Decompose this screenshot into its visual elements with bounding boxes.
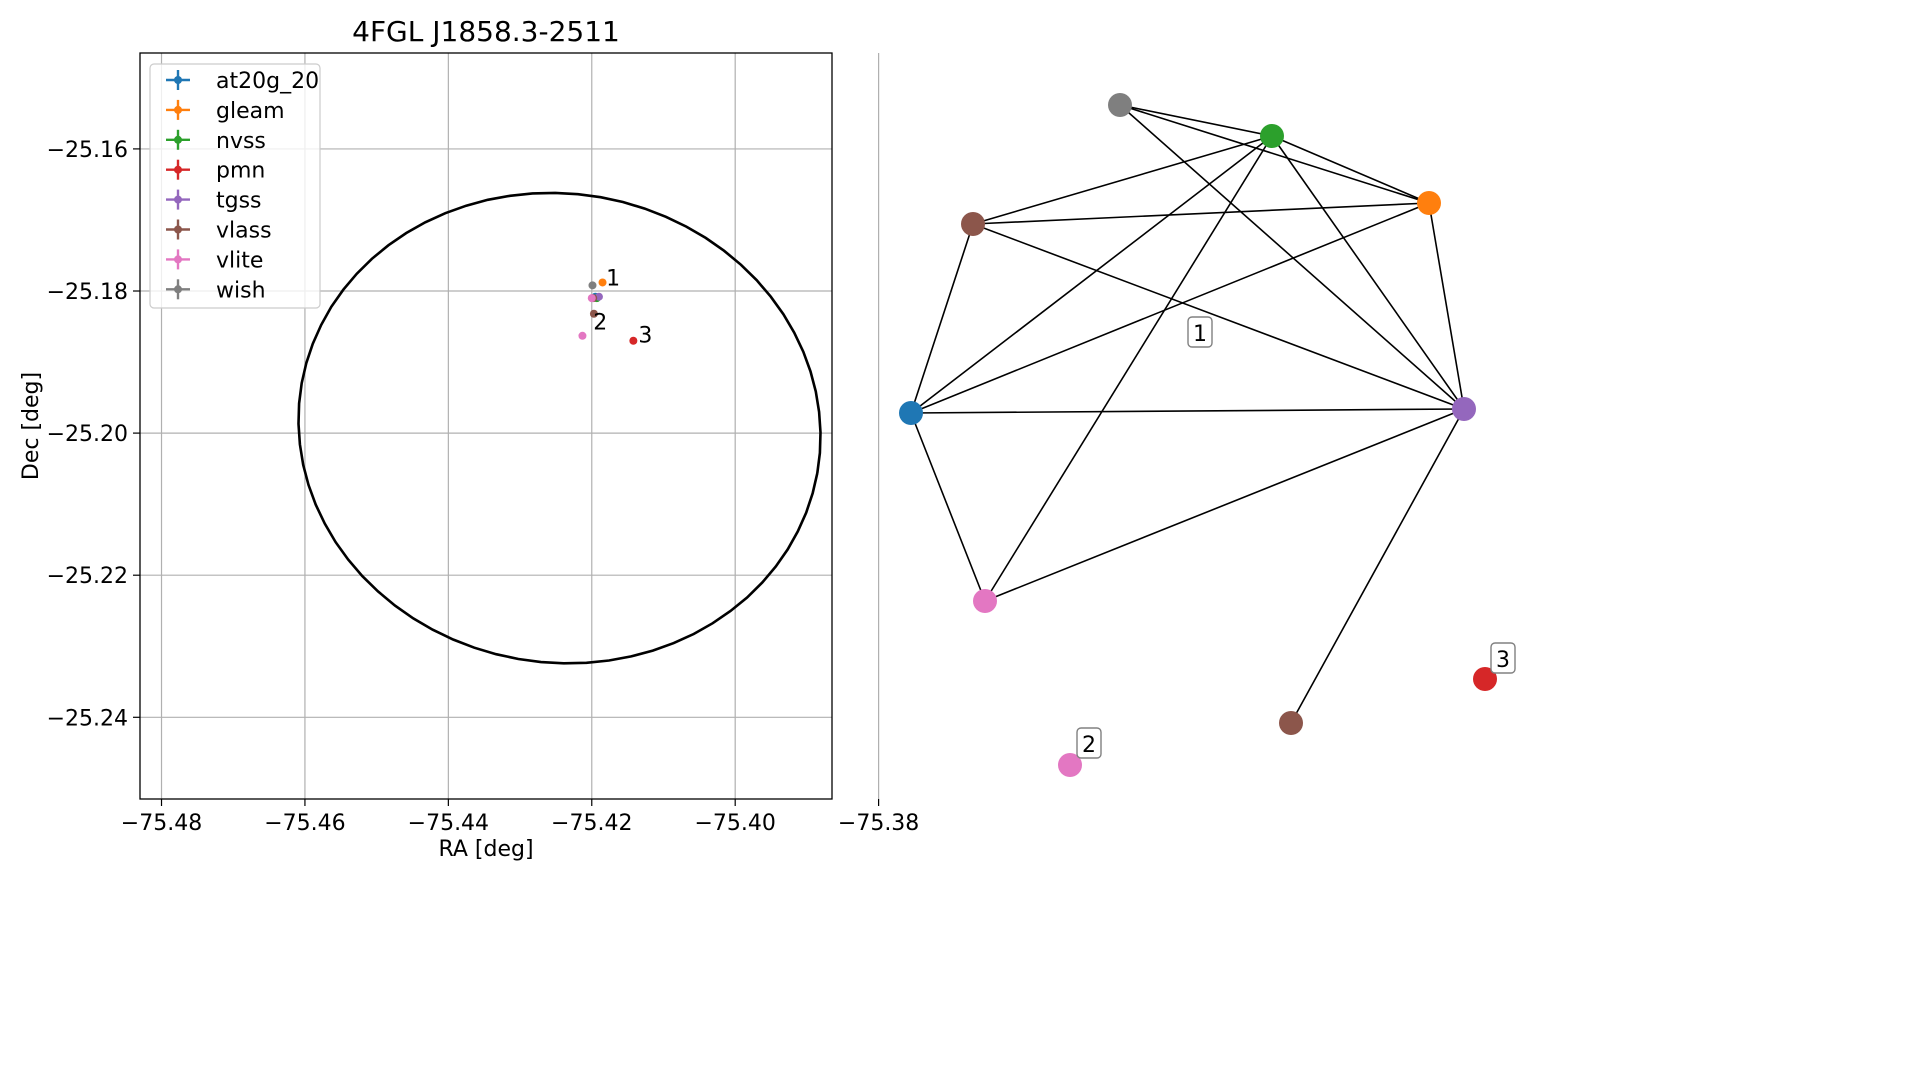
legend-entry-pmn: pmn [166,159,265,184]
legend-entry-nvss: nvss [166,129,266,154]
point-gleam [598,278,607,287]
y-axis-label: Dec [deg] [19,372,44,480]
edge-gleam-tgss [1428,202,1465,410]
node-gleam [1417,191,1441,215]
node-tgss [1452,397,1476,421]
edge-nvss-tgss [1271,135,1465,410]
graph-labels: 1 2 3 [1076,316,1516,759]
node-label-2: 2 [1076,727,1102,759]
legend-entry-wish: wish [166,278,266,303]
graph-nodes [899,93,1497,777]
cluster-label-3: 3 [638,323,652,348]
x-axis-ticks: −75.48 −75.46 −75.44 −75.42 −75.40 −75.38 [121,799,919,836]
y-tick-label: −25.16 [47,138,128,163]
localization-ellipse [297,191,822,665]
y-tick-label: −25.20 [47,422,128,447]
node-label-text: 1 [1193,322,1207,347]
y-axis-ticks: −25.16 −25.18 −25.20 −25.22 −25.24 [47,138,140,731]
node-label-text: 2 [1082,733,1096,758]
legend-entry-vlass: vlass [166,219,272,244]
edge-vlass_1-tgss [972,223,1465,410]
legend-label: tgss [216,189,262,214]
node-label-box [1187,316,1213,348]
edge-wish-nvss [1119,104,1273,137]
point-vlite [578,331,587,340]
legend-marker-dot [174,285,182,294]
edge-tgss-vlass_2 [1290,408,1465,724]
legend-marker-dot [174,225,182,234]
edge-nvss-vlite_1 [984,135,1273,602]
x-tick-label: −75.40 [694,811,775,836]
x-axis-label: RA [deg] [438,837,533,862]
node-pmn [1473,667,1497,691]
legend-label: vlite [216,248,263,273]
legend-marker-dot [174,255,182,264]
localization-ellipse-layer [297,191,822,665]
data-points [578,278,638,345]
edge-vlass_1-at20g_20 [910,223,974,414]
node-wish [1108,93,1132,117]
chart-title: 4FGL J1858.3-2511 [352,15,620,48]
legend-marker-dot [174,105,182,114]
scatter-chart: 4FGL J1858.3-2511 1 2 3 −75.48 −75.46 −75.44… [19,15,919,862]
edge-vlite_1-tgss [984,408,1465,602]
cluster-label-1: 1 [606,267,620,292]
edge-nvss-at20g_20 [910,135,1273,414]
node-label-box [1076,727,1102,759]
x-tick-label: −75.44 [408,811,489,836]
node-label-3: 3 [1490,642,1516,674]
node-nvss [1260,124,1284,148]
legend-marker-dot [174,165,182,174]
legend-entry-at20g_20: at20g_20 [166,69,319,94]
node-label-box [1490,642,1516,674]
edge-at20g_20-tgss [910,408,1465,414]
point-wish [588,281,597,290]
node-at20g_20 [899,401,923,425]
x-tick-label: −75.38 [838,811,919,836]
edge-gleam-vlass_1 [972,202,1430,225]
network-graph: 1 2 3 [899,93,1516,777]
edge-wish-tgss [1119,104,1465,410]
legend-marker-dot [174,195,182,204]
edge-gleam-at20g_20 [910,202,1430,414]
legend-label: at20g_20 [216,69,319,94]
graph-edges [910,104,1465,724]
legend-box [149,63,321,309]
node-vlass_1 [961,212,985,236]
x-tick-label: −75.46 [264,811,345,836]
point-vlite [587,294,596,303]
node-label-1: 1 [1187,316,1213,348]
edge-at20g_20-vlite_1 [910,412,986,602]
edge-nvss-gleam [1271,135,1430,204]
y-tick-label: −25.18 [47,280,128,305]
legend-entry-vlite: vlite [166,248,263,273]
y-tick-label: −25.24 [47,706,128,731]
legend-marker-dot [174,135,182,144]
node-label-text: 3 [1496,648,1510,673]
legend-label: vlass [216,219,272,244]
legend-label: gleam [216,99,285,124]
node-vlass_2 [1279,711,1303,735]
y-tick-label: −25.22 [47,564,128,589]
legend-label: pmn [216,159,265,184]
point-pmn [629,336,638,345]
legend-marker-dot [174,76,182,84]
edge-wish-gleam [1119,104,1430,204]
node-vlite_2 [1058,753,1082,777]
plot-frame [139,52,833,800]
legend-entry-gleam: gleam [166,99,285,124]
cluster-label-2: 2 [593,311,607,336]
legend-label: wish [216,278,266,303]
cluster-labels: 1 2 3 [593,267,652,349]
legend-label: nvss [216,129,266,154]
legend-entry-tgss: tgss [166,189,262,214]
x-tick-label: −75.48 [121,811,202,836]
x-tick-label: −75.42 [551,811,632,836]
edge-nvss-vlass_1 [972,135,1273,225]
node-vlite_1 [973,589,997,613]
point-vlass [589,309,598,318]
